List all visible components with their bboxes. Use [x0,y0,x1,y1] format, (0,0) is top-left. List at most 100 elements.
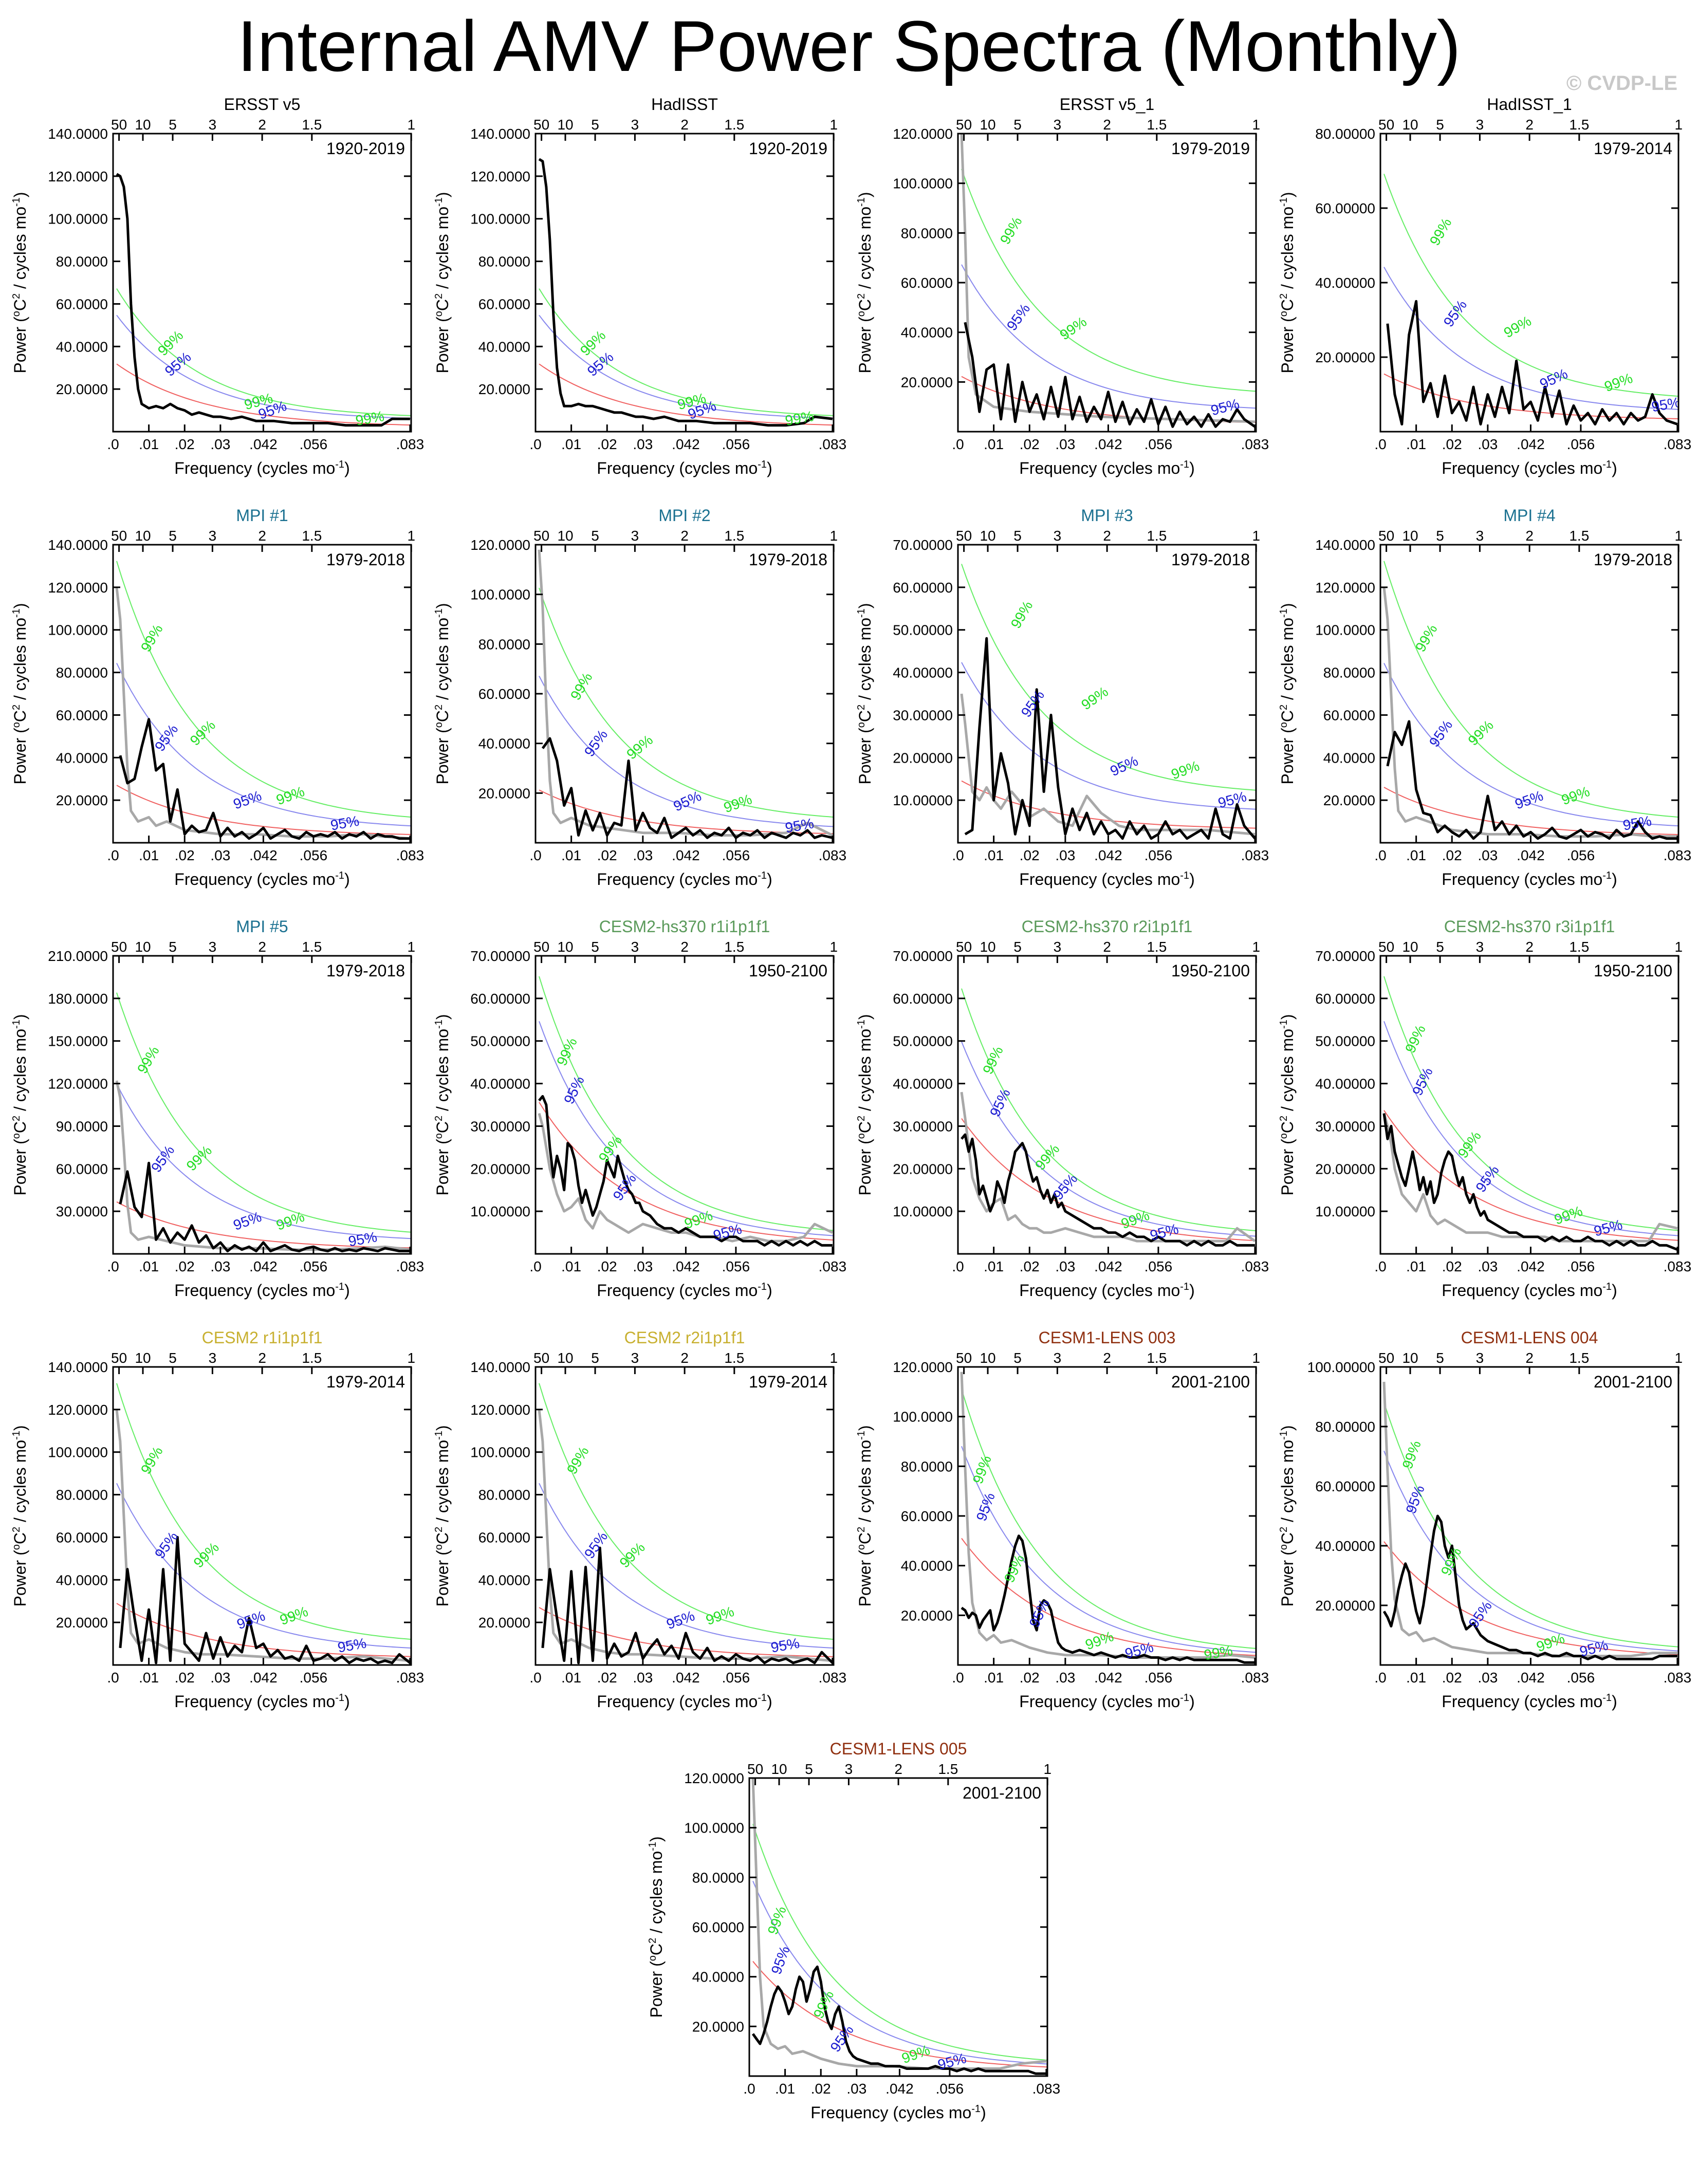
x-tick-label: .03 [210,436,230,452]
y-tick-label: 80.0000 [692,1870,744,1885]
y-axis-label: Power (oC2 / cycles mo-1) [1278,1014,1297,1196]
y-tick-label: 80.00000 [1315,126,1375,142]
y-tick-label: 20.00000 [470,1161,530,1177]
y-axis-label: Power (oC2 / cycles mo-1) [1278,1426,1297,1607]
period-label: 1950-2100 [1171,961,1250,980]
ci99-curve [1383,1402,1678,1648]
period-label: 1979-2018 [326,550,405,569]
x-tick-label: .0 [107,1670,119,1686]
ci99-label: 99% [1552,1203,1584,1228]
period-label: 1979-2014 [1594,139,1672,158]
top-tick-label: 5 [169,528,177,544]
panel-title: ERSST v5_1 [1060,95,1154,114]
x-tick-label: .0 [1374,847,1386,863]
chart-panel: 95%95%95%99%99%99%20.0000040.0000060.000… [1278,95,1691,477]
top-tick-label: 1 [829,939,838,955]
y-tick-label: 30.00000 [893,1118,953,1134]
x-tick-label: .042 [1517,847,1545,863]
top-tick-label: 10 [1402,528,1418,544]
y-tick-label: 120.0000 [1315,580,1375,596]
x-tick-label: .01 [139,436,159,452]
y-axis-label: Power (oC2 / cycles mo-1) [433,603,452,785]
x-tick-label: .01 [561,1258,581,1274]
ci99-curve [1383,174,1678,397]
x-tick-label: .083 [1664,847,1692,863]
period-label: 1920-2019 [749,139,827,158]
ci99-label: 99% [1078,683,1111,713]
y-tick-label: 120.0000 [48,1402,108,1418]
ci99-curve [961,169,1256,392]
y-tick-label: 40.0000 [901,325,953,341]
ci95-label: 95% [1403,1483,1428,1515]
y-tick-label: 40.0000 [56,339,108,355]
y-tick-label: 30.00000 [470,1118,530,1134]
top-tick-label: 10 [1402,939,1418,955]
ci95-curve [116,1483,411,1649]
y-axis-label: Power (oC2 / cycles mo-1) [856,603,874,785]
x-tick-label: .01 [984,847,1004,863]
top-tick-label: 2 [680,117,689,133]
spectrum-line [541,737,833,839]
ci99-label: 99% [623,732,656,763]
spectrum-line [1382,1514,1677,1660]
top-tick-label: 1 [1674,528,1683,544]
x-tick-label: .083 [819,1258,847,1274]
top-tick-label: 5 [591,117,599,133]
ci95-label: 95% [769,1635,801,1656]
red-noise-curve [116,1603,411,1657]
y-tick-label: 60.0000 [56,1161,108,1177]
plot-frame [1379,133,1679,433]
top-tick-label: 10 [1402,1350,1418,1366]
x-tick-label: .083 [1664,1670,1692,1686]
top-tick-label: 1 [1252,939,1260,955]
x-tick-label: .01 [1406,847,1426,863]
y-tick-label: 60.0000 [478,1529,530,1545]
top-tick-label: 10 [557,939,573,955]
x-tick-label: .083 [396,1258,424,1274]
ci95-label: 95% [1472,1162,1502,1195]
period-label: 1950-2100 [1594,961,1672,980]
y-tick-label: 100.0000 [48,622,108,638]
x-tick-label: .056 [1567,1258,1595,1274]
top-tick-label: 5 [169,939,177,955]
x-tick-label: .02 [597,1258,617,1274]
y-axis-label: Power (oC2 / cycles mo-1) [11,1426,29,1607]
x-tick-label: .0 [107,1258,119,1274]
x-tick-label: .03 [1478,1258,1498,1274]
chart-panel: 95%95%95%99%99%99%20.000040.000060.00008… [11,1328,424,1711]
watermark: © CVDP-LE [1566,72,1677,95]
x-tick-label: .042 [672,436,700,452]
spectrum-line [538,158,833,427]
y-tick-label: 100.00000 [1307,1359,1375,1375]
top-tick-label: 50 [956,1350,972,1366]
top-tick-label: 1.5 [302,1350,322,1366]
x-tick-label: .042 [1094,1670,1122,1686]
ci95-label: 95% [1209,396,1241,418]
plot-area: 95%95%95%99%99%99% [1382,976,1678,1251]
y-tick-label: 60.0000 [692,1919,744,1935]
top-tick-label: 1.5 [302,939,322,955]
x-tick-label: .02 [1020,436,1040,452]
y-tick-label: 30.0000 [56,1204,108,1219]
x-tick-label: .03 [210,847,230,863]
top-tick-label: 5 [1013,1350,1022,1366]
top-tick-label: 2 [1525,528,1534,544]
y-tick-label: 20.0000 [478,1615,530,1631]
ci95-label: 95% [148,1142,178,1175]
top-tick-label: 50 [111,117,127,133]
top-tick-label: 2 [1525,117,1534,133]
y-tick-label: 20.0000 [56,792,108,808]
ci99-label: 99% [553,1035,580,1068]
panel-title: MPI #3 [1081,506,1133,525]
ci99-curve [1383,976,1678,1231]
panel-title: MPI #1 [236,506,288,525]
y-tick-label: 40.0000 [56,1572,108,1588]
ci99-curve [752,1824,1047,2061]
top-tick-label: 10 [980,117,995,133]
ci95-curve [116,1083,411,1239]
ci99-label: 99% [1501,313,1534,341]
top-tick-label: 1.5 [724,528,744,544]
y-tick-label: 140.0000 [48,537,108,553]
period-label: 1920-2019 [326,139,405,158]
